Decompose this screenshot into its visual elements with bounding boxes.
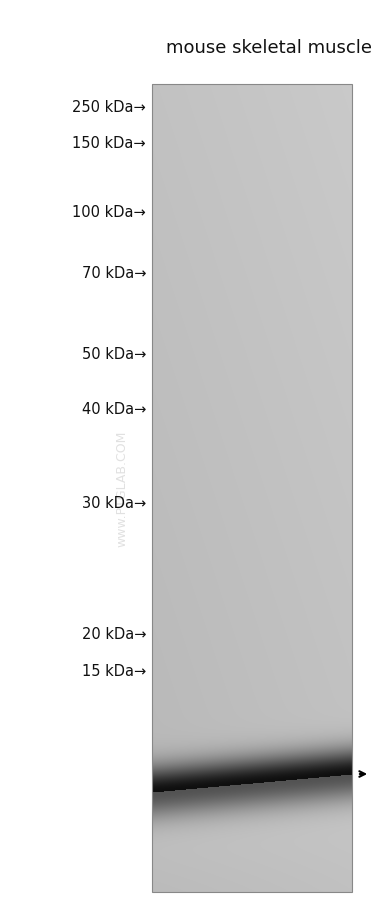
- Bar: [152, 85, 352, 892]
- Text: 50 kDa→: 50 kDa→: [82, 347, 146, 362]
- Text: 70 kDa→: 70 kDa→: [82, 266, 146, 281]
- Text: mouse skeletal muscle: mouse skeletal muscle: [166, 39, 372, 57]
- Text: 100 kDa→: 100 kDa→: [72, 206, 146, 220]
- Text: 150 kDa→: 150 kDa→: [72, 135, 146, 151]
- Text: 15 kDa→: 15 kDa→: [82, 664, 146, 678]
- Text: 20 kDa→: 20 kDa→: [82, 627, 146, 642]
- Text: www.PTGLAB.COM: www.PTGLAB.COM: [116, 430, 129, 547]
- Text: 250 kDa→: 250 kDa→: [72, 99, 146, 115]
- Text: 30 kDa→: 30 kDa→: [82, 496, 146, 511]
- Text: 40 kDa→: 40 kDa→: [82, 402, 146, 417]
